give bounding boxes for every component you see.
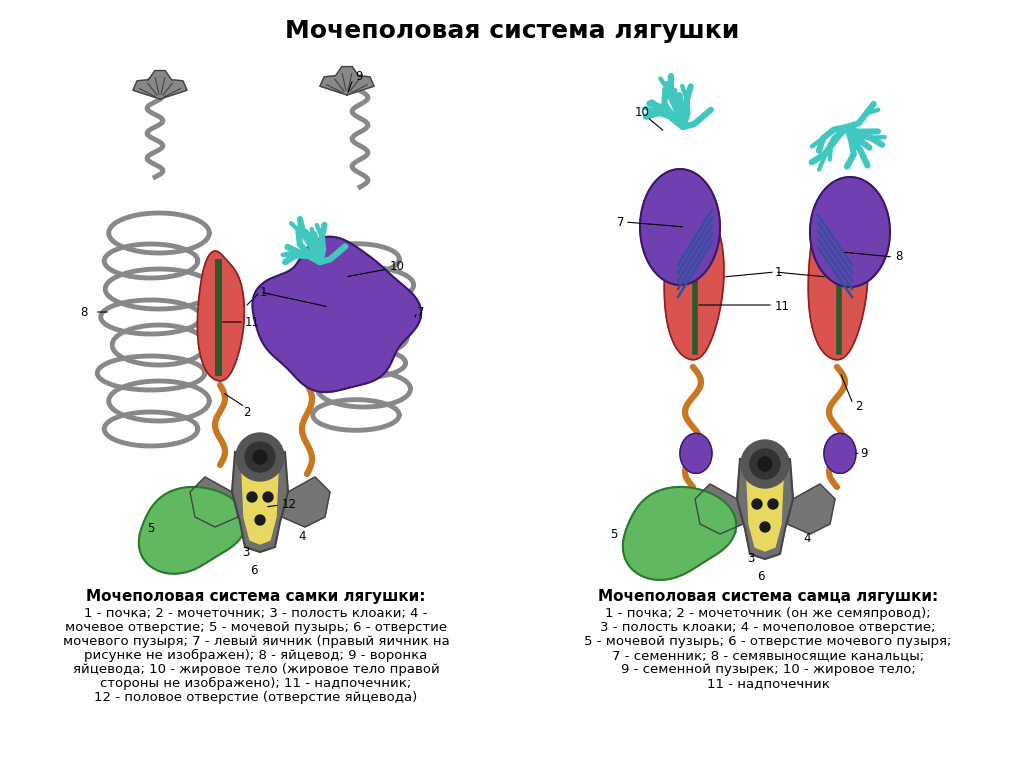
Polygon shape: [253, 237, 421, 392]
Polygon shape: [695, 484, 743, 534]
Polygon shape: [680, 433, 712, 473]
Polygon shape: [133, 71, 187, 99]
Text: 9: 9: [355, 71, 362, 84]
Text: 1 - почка; 2 - мочеточник (он же семяпровод);: 1 - почка; 2 - мочеточник (он же семяпро…: [605, 607, 931, 620]
Circle shape: [247, 492, 257, 502]
Text: 5 - мочевой пузырь; 6 - отверстие мочевого пузыря;: 5 - мочевой пузырь; 6 - отверстие мочево…: [585, 635, 951, 648]
Polygon shape: [287, 262, 329, 380]
Text: Мочеполовая система самки лягушки:: Мочеполовая система самки лягушки:: [86, 589, 426, 604]
Text: мочевое отверстие; 5 - мочевой пузырь; 6 - отверстие: мочевое отверстие; 5 - мочевой пузырь; 6…: [65, 621, 447, 634]
Polygon shape: [824, 433, 856, 473]
Circle shape: [255, 515, 265, 525]
Text: 7: 7: [617, 216, 625, 229]
Polygon shape: [746, 479, 783, 551]
Polygon shape: [623, 487, 736, 580]
Text: 6: 6: [250, 565, 257, 578]
Text: стороны не изображено); 11 - надпочечник;: стороны не изображено); 11 - надпочечник…: [100, 677, 412, 690]
Circle shape: [758, 457, 772, 471]
Circle shape: [768, 499, 778, 509]
Text: 7 - семенник; 8 - семявыносящие канальцы;: 7 - семенник; 8 - семявыносящие канальцы…: [612, 649, 924, 662]
Text: 8: 8: [80, 305, 87, 318]
Text: мочевого пузыря; 7 - левый яичник (правый яичник на: мочевого пузыря; 7 - левый яичник (правы…: [62, 635, 450, 648]
Text: 4: 4: [803, 532, 811, 545]
Polygon shape: [787, 484, 835, 534]
Text: 11: 11: [775, 301, 790, 314]
Text: 9: 9: [860, 447, 867, 460]
Text: 7: 7: [417, 305, 425, 318]
Polygon shape: [808, 192, 868, 360]
Text: 8: 8: [895, 251, 902, 264]
Text: 3: 3: [242, 545, 250, 558]
Text: 3: 3: [746, 552, 755, 565]
Text: яйцевода; 10 - жировое тело (жировое тело правой: яйцевода; 10 - жировое тело (жировое тел…: [73, 663, 439, 676]
Text: 11 - надпочечник: 11 - надпочечник: [707, 677, 829, 690]
Text: 5: 5: [147, 522, 155, 535]
Polygon shape: [640, 169, 720, 285]
Circle shape: [236, 433, 284, 481]
Text: Мочеполовая система лягушки: Мочеполовая система лягушки: [285, 19, 739, 43]
Text: 3 - полость клоаки; 4 - мочеполовое отверстие;: 3 - полость клоаки; 4 - мочеполовое отве…: [600, 621, 936, 634]
Circle shape: [750, 449, 780, 479]
Polygon shape: [319, 67, 374, 95]
Polygon shape: [242, 472, 278, 544]
Text: 6: 6: [757, 571, 765, 584]
Text: 5: 5: [610, 528, 617, 542]
Polygon shape: [810, 177, 890, 287]
Text: Мочеполовая система самца лягушки:: Мочеполовая система самца лягушки:: [598, 589, 938, 604]
Text: 10: 10: [635, 106, 650, 118]
Polygon shape: [737, 459, 793, 559]
Text: 12 - половое отверстие (отверстие яйцевода): 12 - половое отверстие (отверстие яйцево…: [94, 691, 418, 704]
Polygon shape: [665, 192, 724, 360]
Text: 1: 1: [775, 265, 782, 278]
Text: 2: 2: [855, 400, 862, 413]
Text: рисунке не изображен); 8 - яйцевод; 9 - воронка: рисунке не изображен); 8 - яйцевод; 9 - …: [84, 649, 428, 662]
Text: 11: 11: [245, 315, 260, 328]
Text: 2: 2: [243, 406, 251, 419]
Polygon shape: [190, 477, 238, 527]
Circle shape: [253, 450, 267, 464]
Polygon shape: [282, 477, 330, 527]
Text: 1 - почка; 2 - мочеточник; 3 - полость клоаки; 4 -: 1 - почка; 2 - мочеточник; 3 - полость к…: [84, 607, 428, 620]
Text: 9 - семенной пузырек; 10 - жировое тело;: 9 - семенной пузырек; 10 - жировое тело;: [621, 663, 915, 676]
Circle shape: [752, 499, 762, 509]
Text: 4: 4: [298, 531, 305, 544]
Polygon shape: [139, 487, 246, 574]
Circle shape: [245, 442, 275, 472]
Text: 1: 1: [260, 285, 267, 298]
Text: 10: 10: [390, 261, 404, 274]
Polygon shape: [198, 251, 245, 381]
Circle shape: [263, 492, 273, 502]
Circle shape: [741, 440, 790, 488]
Polygon shape: [232, 452, 288, 552]
Circle shape: [760, 522, 770, 532]
Text: 12: 12: [282, 499, 297, 512]
